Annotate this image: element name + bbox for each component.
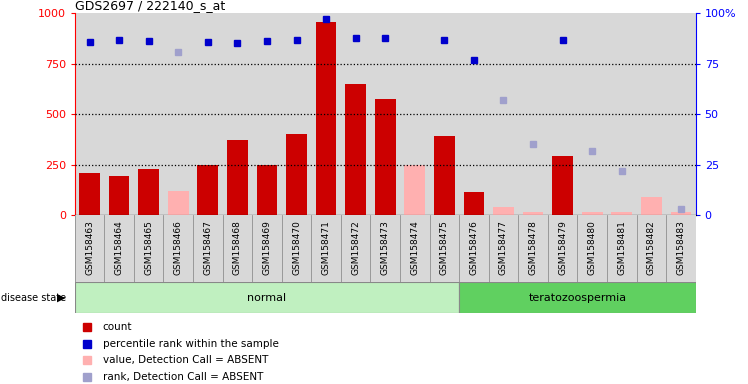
Bar bbox=[168, 191, 188, 215]
Bar bbox=[637, 13, 666, 215]
Text: GSM158479: GSM158479 bbox=[558, 220, 567, 275]
Bar bbox=[523, 212, 543, 215]
Text: GSM158473: GSM158473 bbox=[381, 220, 390, 275]
Bar bbox=[316, 22, 337, 215]
Bar bbox=[75, 215, 105, 284]
Bar bbox=[282, 13, 311, 215]
Bar bbox=[548, 215, 577, 284]
Text: disease state: disease state bbox=[1, 293, 66, 303]
Bar bbox=[548, 13, 577, 215]
Bar bbox=[493, 207, 514, 215]
Bar bbox=[193, 215, 223, 284]
Bar bbox=[370, 215, 400, 284]
Bar bbox=[257, 165, 278, 215]
Bar bbox=[286, 134, 307, 215]
Bar bbox=[75, 282, 459, 313]
Bar bbox=[611, 212, 632, 215]
Bar bbox=[400, 215, 429, 284]
Text: GSM158471: GSM158471 bbox=[322, 220, 331, 275]
Text: GSM158477: GSM158477 bbox=[499, 220, 508, 275]
Bar bbox=[138, 169, 159, 215]
Text: GSM158481: GSM158481 bbox=[617, 220, 626, 275]
Bar bbox=[607, 13, 637, 215]
Bar bbox=[375, 99, 396, 215]
Text: normal: normal bbox=[248, 293, 286, 303]
Bar bbox=[637, 215, 666, 284]
Text: GSM158465: GSM158465 bbox=[144, 220, 153, 275]
Bar bbox=[429, 215, 459, 284]
Bar bbox=[252, 215, 282, 284]
Bar bbox=[227, 141, 248, 215]
Bar bbox=[134, 13, 164, 215]
Bar bbox=[346, 84, 366, 215]
Text: GSM158483: GSM158483 bbox=[676, 220, 685, 275]
Bar bbox=[105, 13, 134, 215]
Text: GSM158472: GSM158472 bbox=[351, 220, 360, 275]
Bar bbox=[405, 165, 425, 215]
Text: GSM158480: GSM158480 bbox=[588, 220, 597, 275]
Bar bbox=[577, 13, 607, 215]
Text: GSM158478: GSM158478 bbox=[529, 220, 538, 275]
Text: GSM158463: GSM158463 bbox=[85, 220, 94, 275]
Bar bbox=[666, 13, 696, 215]
Bar bbox=[223, 215, 252, 284]
Text: teratozoospermia: teratozoospermia bbox=[528, 293, 626, 303]
Bar bbox=[164, 13, 193, 215]
Bar bbox=[164, 215, 193, 284]
Text: ▶: ▶ bbox=[58, 293, 66, 303]
Text: rank, Detection Call = ABSENT: rank, Detection Call = ABSENT bbox=[102, 372, 263, 382]
Bar bbox=[464, 192, 484, 215]
Bar bbox=[429, 13, 459, 215]
Bar bbox=[582, 212, 603, 215]
Text: GSM158476: GSM158476 bbox=[470, 220, 479, 275]
Bar bbox=[252, 13, 282, 215]
Bar bbox=[459, 215, 488, 284]
Bar bbox=[282, 215, 311, 284]
Text: GSM158470: GSM158470 bbox=[292, 220, 301, 275]
Text: GSM158474: GSM158474 bbox=[411, 220, 420, 275]
Text: GSM158469: GSM158469 bbox=[263, 220, 272, 275]
Text: count: count bbox=[102, 322, 132, 332]
Bar bbox=[641, 197, 662, 215]
Bar bbox=[552, 156, 573, 215]
Bar bbox=[577, 215, 607, 284]
Text: percentile rank within the sample: percentile rank within the sample bbox=[102, 339, 278, 349]
Bar bbox=[400, 13, 429, 215]
Bar bbox=[341, 215, 370, 284]
Bar bbox=[105, 215, 134, 284]
Bar bbox=[223, 13, 252, 215]
Bar bbox=[434, 136, 455, 215]
Bar bbox=[670, 212, 691, 215]
Text: GSM158475: GSM158475 bbox=[440, 220, 449, 275]
Bar bbox=[459, 282, 696, 313]
Bar bbox=[666, 215, 696, 284]
Bar bbox=[134, 215, 164, 284]
Bar bbox=[488, 215, 518, 284]
Bar bbox=[79, 173, 100, 215]
Bar bbox=[75, 13, 105, 215]
Text: GSM158467: GSM158467 bbox=[203, 220, 212, 275]
Text: GSM158466: GSM158466 bbox=[174, 220, 183, 275]
Bar bbox=[370, 13, 400, 215]
Text: GSM158468: GSM158468 bbox=[233, 220, 242, 275]
Bar bbox=[197, 165, 218, 215]
Bar bbox=[311, 13, 341, 215]
Bar bbox=[459, 13, 488, 215]
Bar bbox=[341, 13, 370, 215]
Text: GSM158464: GSM158464 bbox=[114, 220, 123, 275]
Bar bbox=[518, 13, 548, 215]
Text: GSM158482: GSM158482 bbox=[647, 220, 656, 275]
Bar bbox=[607, 215, 637, 284]
Bar bbox=[488, 13, 518, 215]
Text: value, Detection Call = ABSENT: value, Detection Call = ABSENT bbox=[102, 356, 268, 366]
Bar bbox=[518, 215, 548, 284]
Text: GDS2697 / 222140_s_at: GDS2697 / 222140_s_at bbox=[75, 0, 225, 12]
Bar bbox=[311, 215, 341, 284]
Bar bbox=[108, 176, 129, 215]
Bar bbox=[193, 13, 223, 215]
